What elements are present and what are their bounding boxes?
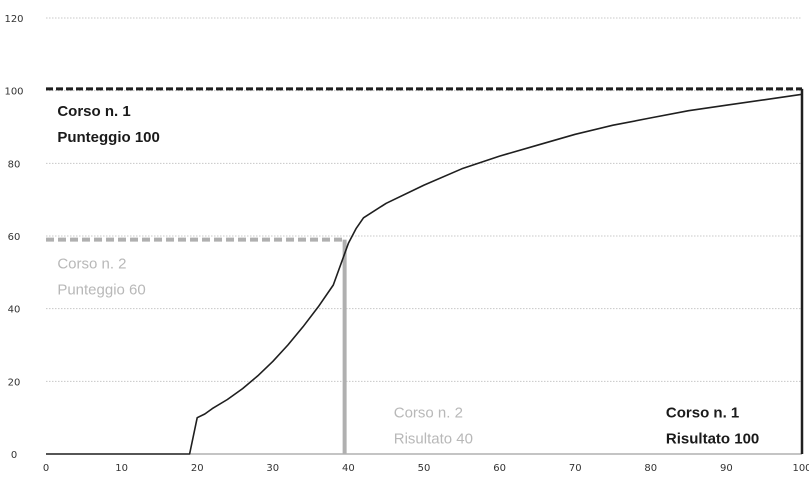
x-tick-label-20: 20 <box>191 463 204 474</box>
annotation-corso2-punteggio: Corso n. 2 Punteggio 60 <box>57 256 145 299</box>
annotation-corso1-risultato: Corso n. 1 Risultato 100 <box>666 405 759 448</box>
x-tick-label-70: 70 <box>569 463 582 474</box>
annotation-line: Risultato 100 <box>666 431 759 448</box>
x-tick-label-0: 0 <box>43 463 49 474</box>
annotation-line: Risultato 40 <box>394 431 473 448</box>
x-tick-label-30: 30 <box>266 463 279 474</box>
annotation-corso1-punteggio: Corso n. 1 Punteggio 100 <box>57 103 160 146</box>
series <box>46 93 803 455</box>
x-tick-label-50: 50 <box>418 463 431 474</box>
y-tick-label-120: 120 <box>4 14 23 25</box>
x-tick-label-60: 60 <box>493 463 506 474</box>
annotation-line: Corso n. 1 <box>666 405 739 422</box>
x-tick-label-90: 90 <box>720 463 733 474</box>
annotation-line: Punteggio 100 <box>57 129 160 146</box>
annotations: Corso n. 1 Punteggio 100 Corso n. 2 Puntegg… <box>57 103 759 448</box>
tick-labels: 0 20 40 60 80 100 120 0 10 20 30 40 50 60 70 80 90 100 <box>4 14 809 474</box>
y-tick-label-20: 20 <box>8 377 21 388</box>
x-tick-label-80: 80 <box>644 463 657 474</box>
y-tick-label-60: 60 <box>8 232 21 243</box>
y-tick-label-40: 40 <box>8 305 21 316</box>
annotation-line: Corso n. 1 <box>57 103 130 120</box>
y-tick-label-80: 80 <box>8 159 21 170</box>
y-tick-label-0: 0 <box>11 450 17 461</box>
x-tick-label-40: 40 <box>342 463 355 474</box>
annotation-line: Punteggio 60 <box>57 282 145 299</box>
gridlines <box>46 17 802 382</box>
y-tick-label-100: 100 <box>4 87 23 98</box>
series-line-1 <box>46 93 803 455</box>
annotation-corso2-risultato: Corso n. 2 Risultato 40 <box>394 405 473 448</box>
annotation-line: Corso n. 2 <box>394 405 463 422</box>
reference-lines <box>46 87 804 454</box>
annotation-line: Corso n. 2 <box>57 256 126 273</box>
x-tick-label-10: 10 <box>115 463 128 474</box>
x-tick-label-100: 100 <box>792 463 809 474</box>
